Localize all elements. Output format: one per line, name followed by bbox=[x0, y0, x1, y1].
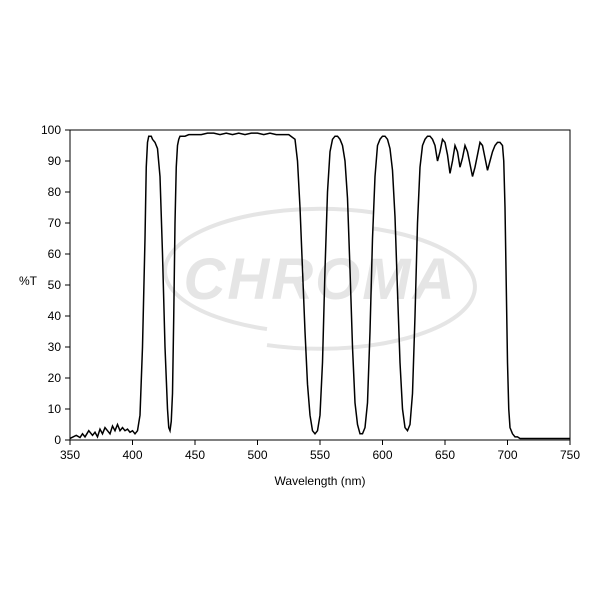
x-tick-label: 500 bbox=[247, 448, 267, 462]
x-tick-label: 600 bbox=[372, 448, 392, 462]
y-tick-label: 100 bbox=[41, 123, 61, 137]
y-tick-label: 40 bbox=[48, 309, 62, 323]
x-tick-label: 750 bbox=[560, 448, 580, 462]
x-tick-label: 650 bbox=[435, 448, 455, 462]
y-tick-label: 80 bbox=[48, 185, 62, 199]
y-tick-label: 10 bbox=[48, 402, 62, 416]
watermark: CHROMA bbox=[165, 209, 475, 349]
y-tick-label: 60 bbox=[48, 247, 62, 261]
x-axis-title: Wavelength (nm) bbox=[275, 474, 366, 488]
y-tick-label: 30 bbox=[48, 340, 62, 354]
x-tick-label: 350 bbox=[60, 448, 80, 462]
x-tick-label: 700 bbox=[497, 448, 517, 462]
y-axis-title: %T bbox=[19, 274, 38, 288]
y-tick-label: 50 bbox=[48, 278, 62, 292]
y-tick-label: 70 bbox=[48, 216, 62, 230]
transmission-chart: CHROMA 350 400 450 500 550 600 650 700 750 0 10 20 30… bbox=[0, 0, 600, 600]
x-tick-label: 450 bbox=[185, 448, 205, 462]
y-tick-label: 20 bbox=[48, 371, 62, 385]
y-tick-label: 0 bbox=[54, 433, 61, 447]
chart-svg: CHROMA 350 400 450 500 550 600 650 700 750 0 10 20 30… bbox=[0, 0, 600, 600]
x-tick-label: 400 bbox=[122, 448, 142, 462]
y-tick-label: 90 bbox=[48, 154, 62, 168]
x-tick-label: 550 bbox=[310, 448, 330, 462]
